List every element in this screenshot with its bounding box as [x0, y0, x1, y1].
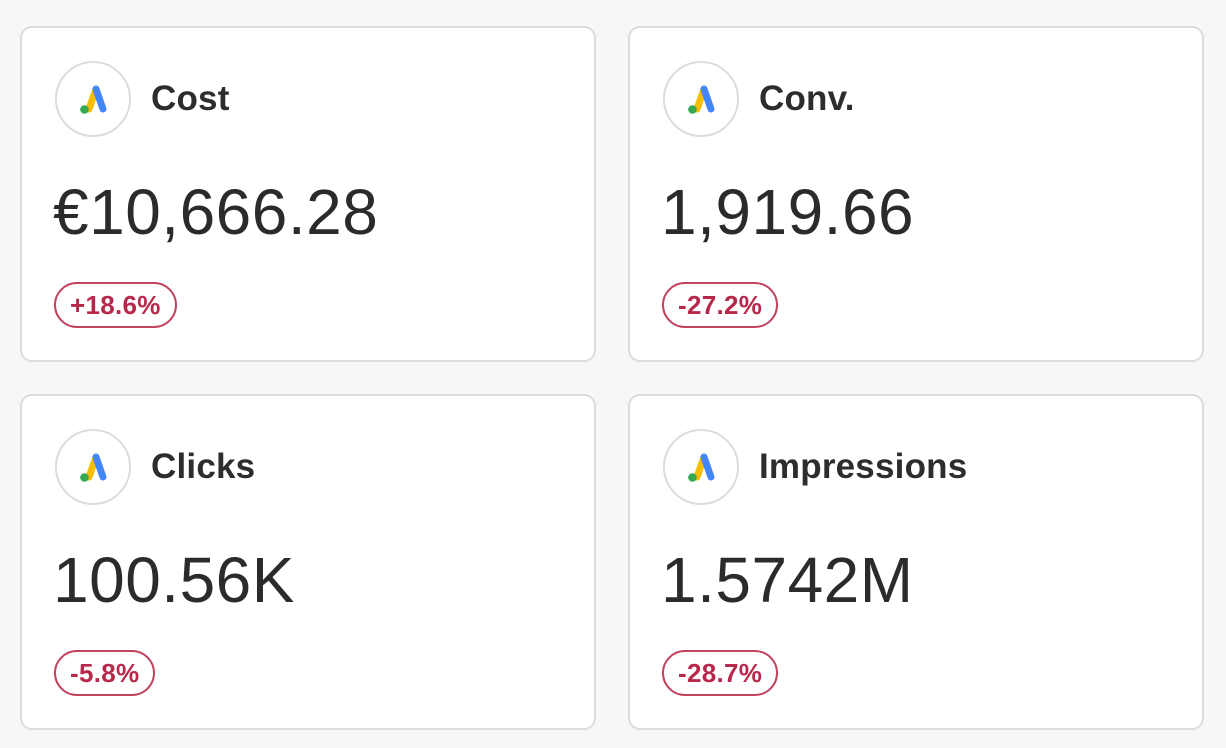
metric-value: 1,919.66 [661, 176, 915, 248]
card-header: Conv. [663, 61, 855, 137]
card-header: Impressions [663, 429, 967, 505]
google-ads-logo [663, 429, 739, 505]
google-ads-logo [55, 429, 131, 505]
metric-card-cost[interactable]: Cost €10,666.28 +18.6% [20, 26, 596, 362]
metric-label: Cost [151, 79, 230, 118]
google-ads-logo [663, 61, 739, 137]
metric-label: Conv. [759, 79, 855, 118]
change-badge: -28.7% [662, 650, 779, 696]
change-badge: -27.2% [662, 282, 779, 328]
metric-label: Clicks [151, 447, 256, 486]
metric-card-conversions[interactable]: Conv. 1,919.66 -27.2% [628, 26, 1204, 362]
metric-value: 100.56K [53, 544, 295, 616]
change-badge: -5.8% [54, 650, 156, 696]
google-ads-logo [55, 61, 131, 137]
metric-card-impressions[interactable]: Impressions 1.5742M -28.7% [628, 394, 1204, 730]
change-badge: +18.6% [54, 282, 177, 328]
metrics-grid: Cost €10,666.28 +18.6% Conv. 1,919.66 -2… [20, 26, 1204, 730]
metric-card-clicks[interactable]: Clicks 100.56K -5.8% [20, 394, 596, 730]
google-ads-icon [80, 453, 107, 482]
card-header: Clicks [55, 429, 255, 505]
metric-value: 1.5742M [661, 544, 914, 616]
metric-value: €10,666.28 [53, 176, 379, 248]
google-ads-icon [688, 85, 715, 114]
google-ads-icon [80, 85, 107, 114]
metric-label: Impressions [759, 447, 968, 486]
google-ads-icon [688, 453, 715, 482]
card-header: Cost [55, 61, 230, 137]
